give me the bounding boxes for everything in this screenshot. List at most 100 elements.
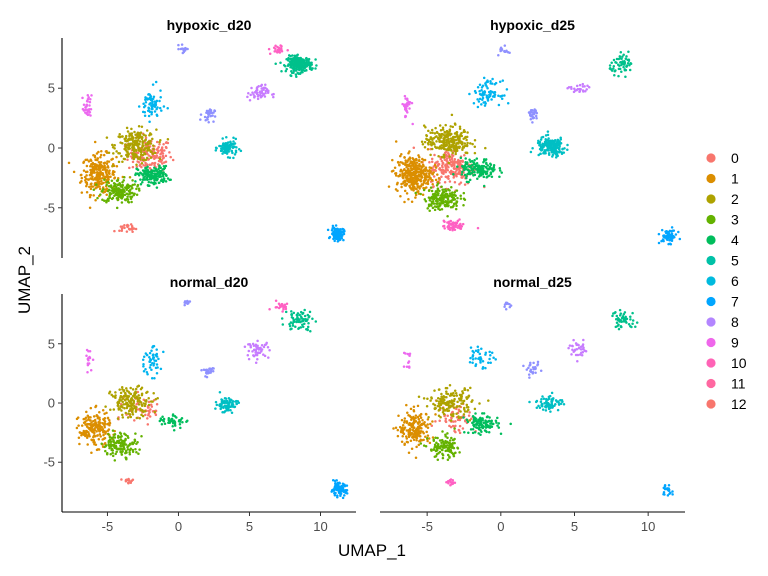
point-cluster-4 — [475, 426, 479, 429]
point-cluster-1 — [84, 416, 88, 420]
point-cluster-4 — [491, 167, 494, 170]
point-cluster-10 — [262, 345, 266, 349]
point-cluster-4 — [141, 180, 144, 184]
point-cluster-3 — [140, 435, 143, 438]
point-cluster-6 — [225, 148, 229, 151]
point-cluster-2 — [455, 405, 459, 408]
point-cluster-4 — [157, 181, 161, 185]
point-cluster-2 — [136, 145, 140, 148]
point-cluster-3 — [434, 199, 438, 203]
point-cluster-4 — [486, 167, 490, 171]
point-cluster-1 — [79, 173, 83, 177]
point-cluster-1 — [101, 168, 105, 171]
point-cluster-7 — [147, 114, 151, 118]
point-cluster-4 — [500, 171, 503, 174]
point-cluster-5 — [306, 318, 309, 321]
point-cluster-1 — [408, 434, 412, 437]
point-cluster-4 — [163, 166, 167, 170]
point-cluster-2 — [124, 139, 127, 142]
point-cluster-6 — [233, 153, 237, 156]
point-cluster-3 — [452, 454, 456, 458]
point-cluster-1 — [85, 174, 88, 177]
point-cluster-3 — [116, 183, 119, 187]
point-cluster-1 — [424, 169, 427, 173]
point-cluster-11 — [86, 363, 90, 367]
point-cluster-6 — [232, 140, 235, 143]
point-cluster-1 — [403, 443, 406, 446]
point-cluster-3 — [448, 448, 452, 452]
point-cluster-1 — [416, 185, 419, 189]
point-cluster-1 — [93, 171, 96, 174]
point-cluster-4 — [498, 175, 501, 179]
point-cluster-2 — [469, 386, 472, 390]
point-cluster-5 — [292, 69, 296, 73]
point-cluster-9 — [207, 120, 210, 124]
point-cluster-6 — [215, 403, 219, 407]
scatter-points — [387, 44, 682, 246]
point-cluster-6 — [544, 150, 547, 153]
point-cluster-2 — [125, 153, 128, 157]
point-cluster-12 — [277, 46, 281, 50]
point-cluster-4 — [466, 172, 469, 176]
point-cluster-2 — [125, 126, 129, 130]
point-cluster-2 — [112, 408, 116, 411]
point-cluster-1 — [97, 437, 101, 441]
point-cluster-12 — [280, 45, 283, 48]
point-cluster-6 — [236, 400, 240, 403]
point-cluster-2 — [452, 136, 455, 139]
point-cluster-0 — [451, 160, 454, 163]
point-cluster-6 — [549, 144, 552, 148]
point-cluster-2 — [104, 405, 107, 408]
point-cluster-5 — [612, 67, 615, 70]
point-cluster-7 — [480, 103, 483, 106]
point-cluster-4 — [498, 167, 502, 170]
point-cluster-3 — [444, 445, 448, 449]
point-cluster-1 — [93, 431, 96, 435]
point-cluster-2 — [119, 391, 123, 395]
point-cluster-7 — [154, 101, 158, 105]
point-cluster-10 — [259, 84, 263, 88]
point-cluster-8 — [338, 481, 341, 484]
point-cluster-2 — [137, 125, 141, 128]
point-cluster-5 — [290, 327, 293, 330]
point-cluster-8 — [657, 241, 661, 245]
point-cluster-1 — [420, 160, 423, 164]
point-cluster-0 — [120, 478, 123, 481]
point-cluster-5 — [298, 68, 301, 72]
point-cluster-2 — [111, 143, 114, 147]
point-cluster-5 — [285, 67, 288, 71]
point-cluster-2 — [142, 144, 145, 147]
point-cluster-1 — [100, 171, 103, 175]
point-cluster-2 — [425, 134, 428, 137]
point-cluster-10 — [255, 92, 259, 96]
point-cluster-0 — [124, 480, 128, 483]
point-cluster-0 — [458, 161, 462, 165]
point-cluster-8 — [342, 238, 345, 242]
point-cluster-3 — [446, 453, 450, 457]
point-cluster-3 — [113, 184, 116, 188]
point-cluster-8 — [333, 239, 336, 243]
point-cluster-4 — [477, 424, 481, 428]
point-cluster-1 — [399, 169, 402, 173]
point-cluster-1 — [99, 155, 102, 159]
point-cluster-3 — [439, 194, 442, 197]
point-cluster-3 — [134, 432, 137, 435]
point-cluster-1 — [394, 174, 398, 177]
point-cluster-3 — [432, 439, 436, 443]
point-cluster-7 — [477, 100, 481, 103]
point-cluster-1 — [98, 180, 101, 184]
point-cluster-4 — [171, 424, 174, 428]
point-cluster-6 — [219, 402, 223, 406]
point-cluster-1 — [423, 421, 426, 424]
point-cluster-8 — [343, 483, 346, 486]
point-cluster-4 — [474, 412, 477, 415]
point-cluster-10 — [582, 90, 585, 93]
point-cluster-3 — [106, 180, 110, 184]
point-cluster-2 — [442, 154, 446, 157]
point-cluster-12 — [456, 219, 460, 223]
point-cluster-12 — [456, 226, 459, 229]
point-cluster-0 — [432, 168, 436, 172]
point-cluster-0 — [129, 481, 132, 484]
point-cluster-2 — [447, 147, 451, 151]
point-cluster-2 — [423, 140, 427, 144]
